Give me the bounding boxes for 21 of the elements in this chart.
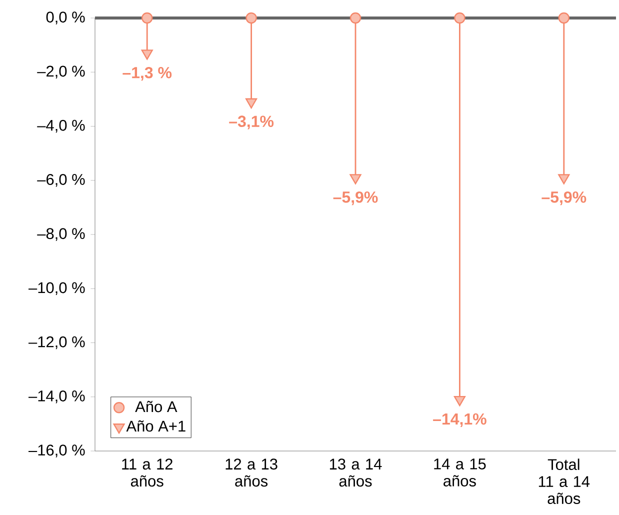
data-label: –3,1% bbox=[229, 116, 274, 130]
data-label: –5,9% bbox=[542, 191, 586, 206]
data-label: –14,1% bbox=[433, 413, 486, 427]
y-tick-label: –12,0 % bbox=[28, 336, 85, 350]
y-tick-label: –4,0 % bbox=[37, 120, 85, 133]
y-tick-label: –14,0 % bbox=[28, 390, 85, 404]
legend-label: Año A bbox=[135, 400, 178, 412]
y-tick-label: 0,0 % bbox=[46, 12, 85, 24]
x-tick-label: 14 a 15 años bbox=[434, 458, 486, 486]
x-tick-label: 13 a 14 años bbox=[330, 458, 382, 487]
y-tick-label: –2,0 % bbox=[37, 66, 85, 79]
legend-label: Año A+1 bbox=[126, 420, 186, 432]
data-label: –5,9% bbox=[333, 191, 378, 206]
y-tick-label: –8,0 % bbox=[37, 228, 85, 241]
y-tick-label: –6,0 % bbox=[37, 174, 85, 187]
x-tick-label: 12 a 13 años bbox=[226, 458, 278, 487]
y-tick-label: –10,0 % bbox=[28, 282, 85, 296]
x-tick-label: 11 a 12 años bbox=[122, 458, 172, 487]
x-tick-label: Total 11 a 14 años bbox=[538, 458, 590, 504]
y-tick-label: –16,0 % bbox=[28, 444, 85, 458]
data-label: –1,3 % bbox=[122, 66, 172, 81]
